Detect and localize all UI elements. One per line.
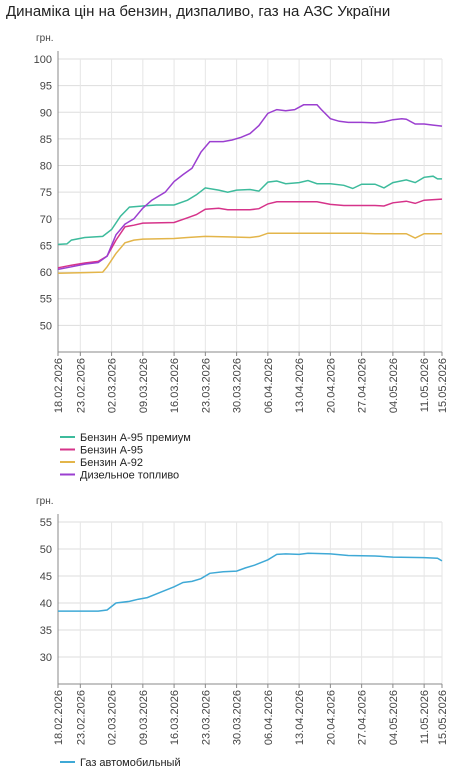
series-line <box>57 175 442 246</box>
y-tick-label: 65 <box>40 240 52 252</box>
y-tick-label: 100 <box>34 54 52 66</box>
legend-label: Дизельное топливо <box>80 470 179 482</box>
series-line <box>57 104 443 271</box>
x-tick-label: 06.04.2026 <box>263 690 275 745</box>
x-tick-label: 23.03.2026 <box>200 690 212 745</box>
series-line <box>57 232 442 274</box>
x-tick-label: 13.04.2026 <box>294 690 306 745</box>
series-line <box>57 198 443 269</box>
y-tick-label: 95 <box>40 81 52 93</box>
x-tick-label: 11.05.2026 <box>419 690 431 744</box>
legend-label: Бензин А-92 <box>80 457 143 469</box>
x-tick-label: 06.04.2026 <box>263 358 275 413</box>
x-tick-label: 20.04.2026 <box>325 358 337 413</box>
x-tick-label: 02.03.2026 <box>107 690 119 745</box>
y-tick-label: 70 <box>40 214 52 226</box>
x-tick-label: 30.03.2026 <box>232 358 244 413</box>
x-tick-label: 04.05.2026 <box>388 358 400 413</box>
x-tick-label: 18.02.2026 <box>53 690 65 745</box>
x-tick-label: 30.03.2026 <box>232 690 244 745</box>
x-tick-label: 11.05.2026 <box>419 358 431 412</box>
y-tick-label: 50 <box>40 320 52 332</box>
x-tick-label: 23.03.2026 <box>200 358 212 413</box>
y-tick-label: 30 <box>40 652 52 664</box>
y-tick-label: 55 <box>40 294 52 306</box>
series-line <box>58 552 443 612</box>
x-tick-label: 09.03.2026 <box>138 690 150 745</box>
y-tick-label: 55 <box>40 517 52 529</box>
x-tick-label: 27.04.2026 <box>357 358 369 413</box>
x-tick-label: 04.05.2026 <box>388 690 400 745</box>
x-tick-label: 16.03.2026 <box>169 690 181 745</box>
y-axis-label: грн. <box>36 33 54 44</box>
x-tick-label: 23.02.2026 <box>75 358 87 413</box>
y-tick-label: 90 <box>40 107 52 119</box>
x-tick-label: 15.05.2026 <box>437 358 449 413</box>
x-tick-label: 02.03.2026 <box>107 358 119 413</box>
x-tick-label: 23.02.2026 <box>75 690 87 745</box>
legend-label: Бензин А-95 премиум <box>80 432 191 444</box>
x-tick-label: 13.04.2026 <box>294 358 306 413</box>
legend-label: Газ автомобильный <box>80 757 181 768</box>
y-tick-label: 75 <box>40 187 52 199</box>
x-tick-label: 18.02.2026 <box>53 358 65 413</box>
x-tick-label: 16.03.2026 <box>169 358 181 413</box>
y-tick-label: 50 <box>40 544 52 556</box>
y-tick-label: 60 <box>40 267 52 279</box>
y-tick-label: 85 <box>40 134 52 146</box>
x-tick-label: 27.04.2026 <box>357 690 369 745</box>
y-tick-label: 40 <box>40 598 52 610</box>
x-tick-label: 15.05.2026 <box>437 690 449 745</box>
chart-title: Динаміка цін на бензин, дизпаливо, газ н… <box>6 3 390 20</box>
x-tick-label: 20.04.2026 <box>325 690 337 745</box>
y-axis-label: грн. <box>36 496 54 507</box>
legend-label: Бензин А-95 <box>80 445 143 457</box>
y-tick-label: 80 <box>40 161 52 173</box>
y-tick-label: 45 <box>40 571 52 583</box>
y-tick-label: 35 <box>40 625 52 637</box>
x-tick-label: 09.03.2026 <box>138 358 150 413</box>
